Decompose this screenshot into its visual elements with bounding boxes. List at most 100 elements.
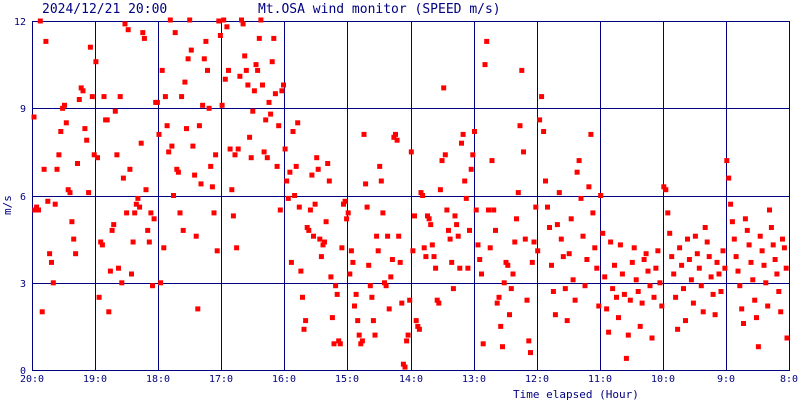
wind-speed-point bbox=[331, 341, 337, 347]
wind-speed-point bbox=[645, 268, 651, 274]
wind-speed-point bbox=[221, 17, 227, 23]
wind-speed-point bbox=[344, 216, 350, 222]
wind-speed-point bbox=[325, 161, 331, 166]
wind-speed-point bbox=[62, 102, 67, 108]
wind-speed-point bbox=[98, 239, 104, 245]
wind-speed-point bbox=[631, 245, 637, 251]
wind-speed-point bbox=[315, 166, 321, 172]
wind-speed-point bbox=[101, 94, 107, 100]
wind-speed-point bbox=[198, 181, 204, 187]
wind-speed-point bbox=[361, 131, 367, 137]
wind-speed-point bbox=[524, 297, 530, 303]
wind-speed-point bbox=[635, 289, 641, 294]
wind-speed-point bbox=[549, 262, 554, 268]
wind-speed-point bbox=[529, 259, 535, 265]
y-tick-label: 12 bbox=[14, 17, 26, 28]
wind-speed-point bbox=[217, 33, 223, 38]
wind-speed-point bbox=[251, 88, 257, 94]
wind-speed-point bbox=[452, 213, 458, 219]
wind-speed-point bbox=[465, 265, 471, 271]
wind-speed-point bbox=[741, 321, 746, 326]
wind-speed-point bbox=[272, 91, 278, 97]
wind-speed-point bbox=[772, 257, 778, 262]
wind-speed-point bbox=[545, 204, 550, 210]
wind-speed-point bbox=[99, 242, 105, 248]
wind-speed-point bbox=[517, 123, 523, 129]
wind-speed-point bbox=[239, 17, 244, 23]
wind-speed-point bbox=[205, 67, 210, 73]
wind-speed-point bbox=[247, 134, 253, 140]
wind-speed-point bbox=[688, 277, 694, 283]
wind-speed-point bbox=[111, 222, 117, 228]
wind-speed-point bbox=[596, 303, 602, 309]
wind-speed-point bbox=[296, 204, 302, 210]
wind-speed-point bbox=[405, 332, 411, 338]
wind-speed-point bbox=[472, 129, 477, 134]
wind-speed-point bbox=[243, 67, 249, 73]
wind-speed-point bbox=[132, 210, 138, 216]
wind-speed-point bbox=[130, 239, 136, 245]
wind-speed-point bbox=[400, 361, 406, 367]
wind-speed-point bbox=[309, 172, 315, 178]
wind-speed-point bbox=[347, 271, 353, 277]
x-tick-label: 19:0 bbox=[83, 374, 107, 385]
wind-speed-point bbox=[457, 265, 463, 271]
wind-speed-point bbox=[768, 225, 774, 230]
wind-speed-point bbox=[444, 207, 450, 213]
wind-speed-point bbox=[783, 265, 789, 271]
wind-speed-point bbox=[774, 271, 780, 277]
wind-speed-point bbox=[617, 242, 623, 248]
wind-speed-point bbox=[300, 294, 305, 300]
wind-speed-point bbox=[93, 59, 99, 65]
wind-speed-point bbox=[404, 338, 410, 344]
wind-speed-point bbox=[31, 114, 37, 120]
wind-speed-point bbox=[127, 166, 133, 172]
wind-speed-point bbox=[489, 158, 495, 164]
wind-speed-point bbox=[393, 131, 398, 137]
wind-speed-point bbox=[704, 239, 710, 245]
wind-speed-point bbox=[439, 158, 445, 164]
wind-speed-point bbox=[588, 131, 594, 137]
wind-speed-point bbox=[681, 286, 686, 292]
wind-speed-point bbox=[479, 271, 484, 277]
wind-speed-point bbox=[572, 297, 578, 303]
wind-speed-point bbox=[677, 245, 683, 251]
wind-speed-point bbox=[726, 175, 732, 181]
wind-speed-point bbox=[271, 35, 277, 41]
wind-speed-point bbox=[463, 195, 469, 201]
wind-speed-point bbox=[172, 30, 178, 36]
x-tick-label: 17:0 bbox=[209, 374, 233, 385]
wind-speed-point bbox=[467, 227, 472, 233]
wind-speed-point bbox=[342, 198, 348, 204]
wind-speed-point bbox=[389, 257, 395, 262]
wind-speed-point bbox=[78, 85, 84, 91]
wind-speed-point bbox=[277, 207, 283, 213]
wind-speed-point bbox=[744, 227, 750, 233]
wind-speed-point bbox=[255, 67, 261, 73]
wind-speed-point bbox=[397, 259, 403, 265]
wind-speed-point bbox=[604, 306, 610, 312]
wind-speed-point bbox=[146, 239, 152, 245]
wind-speed-point bbox=[337, 341, 343, 347]
x-tick-label: 12:0 bbox=[525, 374, 549, 385]
wind-speed-point bbox=[391, 134, 397, 140]
wind-speed-point bbox=[358, 341, 364, 347]
wind-speed-point bbox=[578, 195, 584, 201]
wind-speed-point bbox=[442, 152, 448, 158]
wind-speed-point bbox=[778, 309, 784, 315]
wind-speed-point bbox=[211, 210, 217, 216]
wind-speed-point bbox=[428, 222, 434, 228]
wind-speed-point bbox=[276, 123, 282, 129]
wind-speed-point bbox=[167, 17, 173, 23]
wind-speed-point bbox=[230, 213, 236, 219]
wind-speed-point bbox=[256, 35, 262, 41]
wind-speed-point bbox=[512, 239, 518, 245]
wind-speed-point bbox=[700, 309, 706, 315]
x-tick-label: 13:0 bbox=[462, 374, 486, 385]
wind-speed-point bbox=[484, 38, 490, 44]
wind-speed-point bbox=[468, 166, 474, 172]
wind-speed-point bbox=[306, 227, 312, 233]
wind-speed-point bbox=[420, 193, 426, 198]
wind-speed-point bbox=[413, 318, 419, 324]
wind-speed-point bbox=[550, 289, 556, 294]
